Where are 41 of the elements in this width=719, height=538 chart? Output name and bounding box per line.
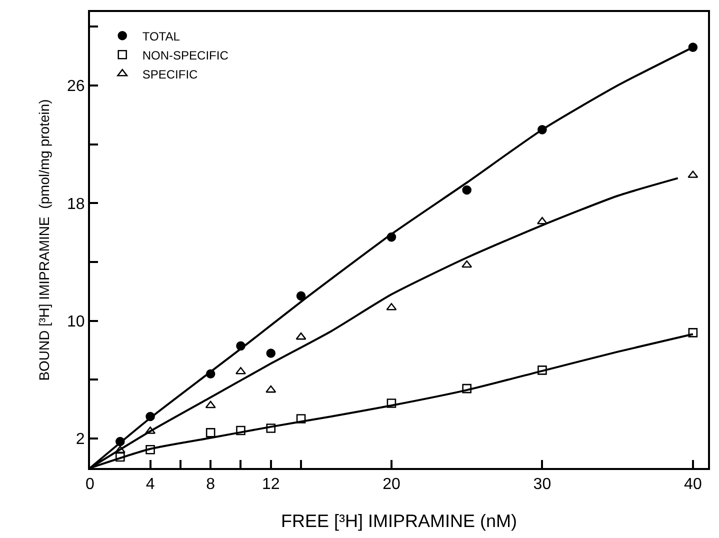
point (296, 414, 306, 424)
point (538, 366, 547, 375)
point (296, 291, 306, 301)
point (536, 216, 548, 224)
x-tick-label: 40 (684, 476, 702, 494)
point (266, 348, 276, 358)
point (146, 444, 155, 454)
x-tick-label: 4 (146, 476, 155, 494)
x-tick-label: 30 (533, 476, 552, 494)
point (296, 332, 306, 340)
point (688, 42, 698, 52)
x-tick-label: 20 (382, 476, 400, 494)
point (205, 400, 216, 408)
legend-label: SPECIFIC (142, 67, 198, 82)
point (688, 328, 698, 338)
point (462, 260, 472, 268)
point (266, 424, 276, 433)
point (462, 384, 472, 394)
point (236, 341, 246, 351)
x-tick-label: 8 (206, 476, 216, 494)
y-tick-label: 2 (76, 431, 85, 448)
point (116, 452, 125, 462)
x-tick-label: 0 (86, 476, 95, 494)
x-tick-label: 12 (262, 476, 280, 494)
point (236, 426, 246, 436)
y-tick-label: 10 (67, 314, 85, 330)
x-axis-title: FREE [³H] IMIPRAMINE (nM) (280, 510, 518, 531)
point (146, 412, 155, 422)
point (538, 125, 547, 134)
legend-label: TOTAL (142, 29, 180, 44)
point (386, 232, 396, 242)
point (462, 185, 472, 195)
point (266, 385, 276, 393)
point (386, 398, 396, 408)
y-axis-title: BOUND [³H] IMIPRAMINE (pmol/mg protein) (36, 99, 52, 381)
point (206, 428, 216, 438)
legend-label: NON-SPECIFIC (142, 48, 229, 62)
y-tick-label: 26 (67, 78, 85, 96)
y-tick-label: 18 (67, 196, 85, 213)
point (206, 369, 216, 379)
point (116, 436, 125, 446)
